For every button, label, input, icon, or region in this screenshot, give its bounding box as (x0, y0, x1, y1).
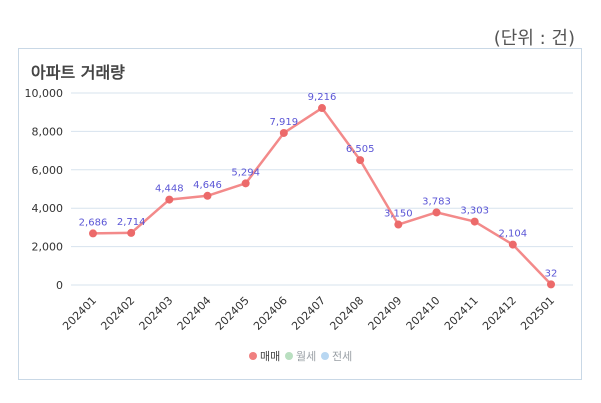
legend-label: 월세 (296, 350, 316, 363)
data-point[interactable] (203, 191, 212, 200)
x-tick-label: 202406 (251, 294, 290, 333)
unit-label: (단위 : 건) (493, 28, 575, 49)
x-tick-label: 202403 (137, 294, 176, 333)
legend: 매매 월세 전세 (249, 350, 352, 363)
data-point[interactable] (127, 228, 136, 237)
data-label: 2,104 (499, 229, 528, 240)
data-point[interactable] (356, 156, 365, 165)
data-label: 5,294 (231, 167, 260, 178)
x-tick-label: 202412 (480, 294, 519, 333)
chart-panel: 아파트 거래량 0 2,000 4,000 6,000 8,000 10,000 2024… (18, 48, 582, 380)
data-point[interactable] (165, 195, 174, 204)
x-tick-label: 202407 (289, 294, 328, 333)
legend-item[interactable]: 매매 (249, 350, 280, 363)
series-sale (89, 104, 555, 289)
legend-marker (321, 352, 329, 360)
data-label: 3,783 (422, 196, 451, 207)
chart-title: 아파트 거래량 (31, 63, 125, 82)
data-labels: 2,686 2,714 4,448 4,646 5,294 7,919 9,216 6,505… (79, 92, 558, 279)
x-tick-label: 202409 (366, 294, 405, 333)
data-point[interactable] (318, 104, 326, 113)
data-point[interactable] (89, 229, 97, 238)
y-axis: 0 2,000 4,000 6,000 8,000 10,000 (25, 87, 64, 292)
y-tick-label: 8,000 (32, 125, 64, 138)
data-point[interactable] (547, 280, 555, 289)
data-label: 9,216 (308, 92, 337, 103)
data-label: 4,646 (193, 180, 222, 191)
y-tick-label: 0 (56, 279, 63, 292)
legend-marker (285, 352, 293, 360)
legend-item[interactable]: 전세 (321, 350, 352, 363)
line-chart: 0 2,000 4,000 6,000 8,000 10,000 202401 202402… (25, 87, 573, 363)
data-point[interactable] (470, 217, 479, 226)
data-point[interactable] (432, 208, 441, 217)
series-line (92, 106, 552, 286)
y-tick-label: 2,000 (32, 241, 64, 254)
x-tick-label: 202501 (518, 294, 557, 333)
legend-marker (249, 352, 257, 360)
legend-label: 매매 (260, 350, 280, 363)
grid-lines (71, 92, 573, 286)
data-point[interactable] (241, 179, 250, 188)
x-tick-label: 202402 (98, 294, 137, 333)
data-point[interactable] (508, 240, 517, 249)
x-tick-label: 202410 (404, 294, 443, 333)
data-label: 7,919 (270, 117, 299, 128)
data-point[interactable] (394, 220, 403, 229)
data-label: 2,686 (79, 217, 108, 228)
data-label: 3,150 (384, 209, 413, 220)
y-tick-label: 6,000 (32, 164, 64, 177)
data-point[interactable] (279, 128, 288, 137)
legend-item[interactable]: 월세 (285, 350, 316, 363)
data-label: 32 (545, 268, 558, 279)
y-tick-label: 4,000 (32, 202, 64, 215)
data-label: 6,505 (346, 144, 375, 155)
y-tick-label: 10,000 (25, 87, 64, 100)
x-axis: 202401 202402 202403 202404 202405 202406 2024… (60, 294, 557, 333)
x-tick-label: 202404 (175, 294, 214, 333)
x-tick-label: 202401 (60, 294, 99, 333)
data-label: 4,448 (155, 184, 184, 195)
x-tick-label: 202408 (327, 294, 366, 333)
data-label: 3,303 (460, 206, 489, 217)
data-label: 2,714 (117, 217, 146, 228)
legend-label: 전세 (332, 350, 352, 363)
x-tick-label: 202411 (442, 294, 481, 333)
x-tick-label: 202405 (213, 294, 252, 333)
